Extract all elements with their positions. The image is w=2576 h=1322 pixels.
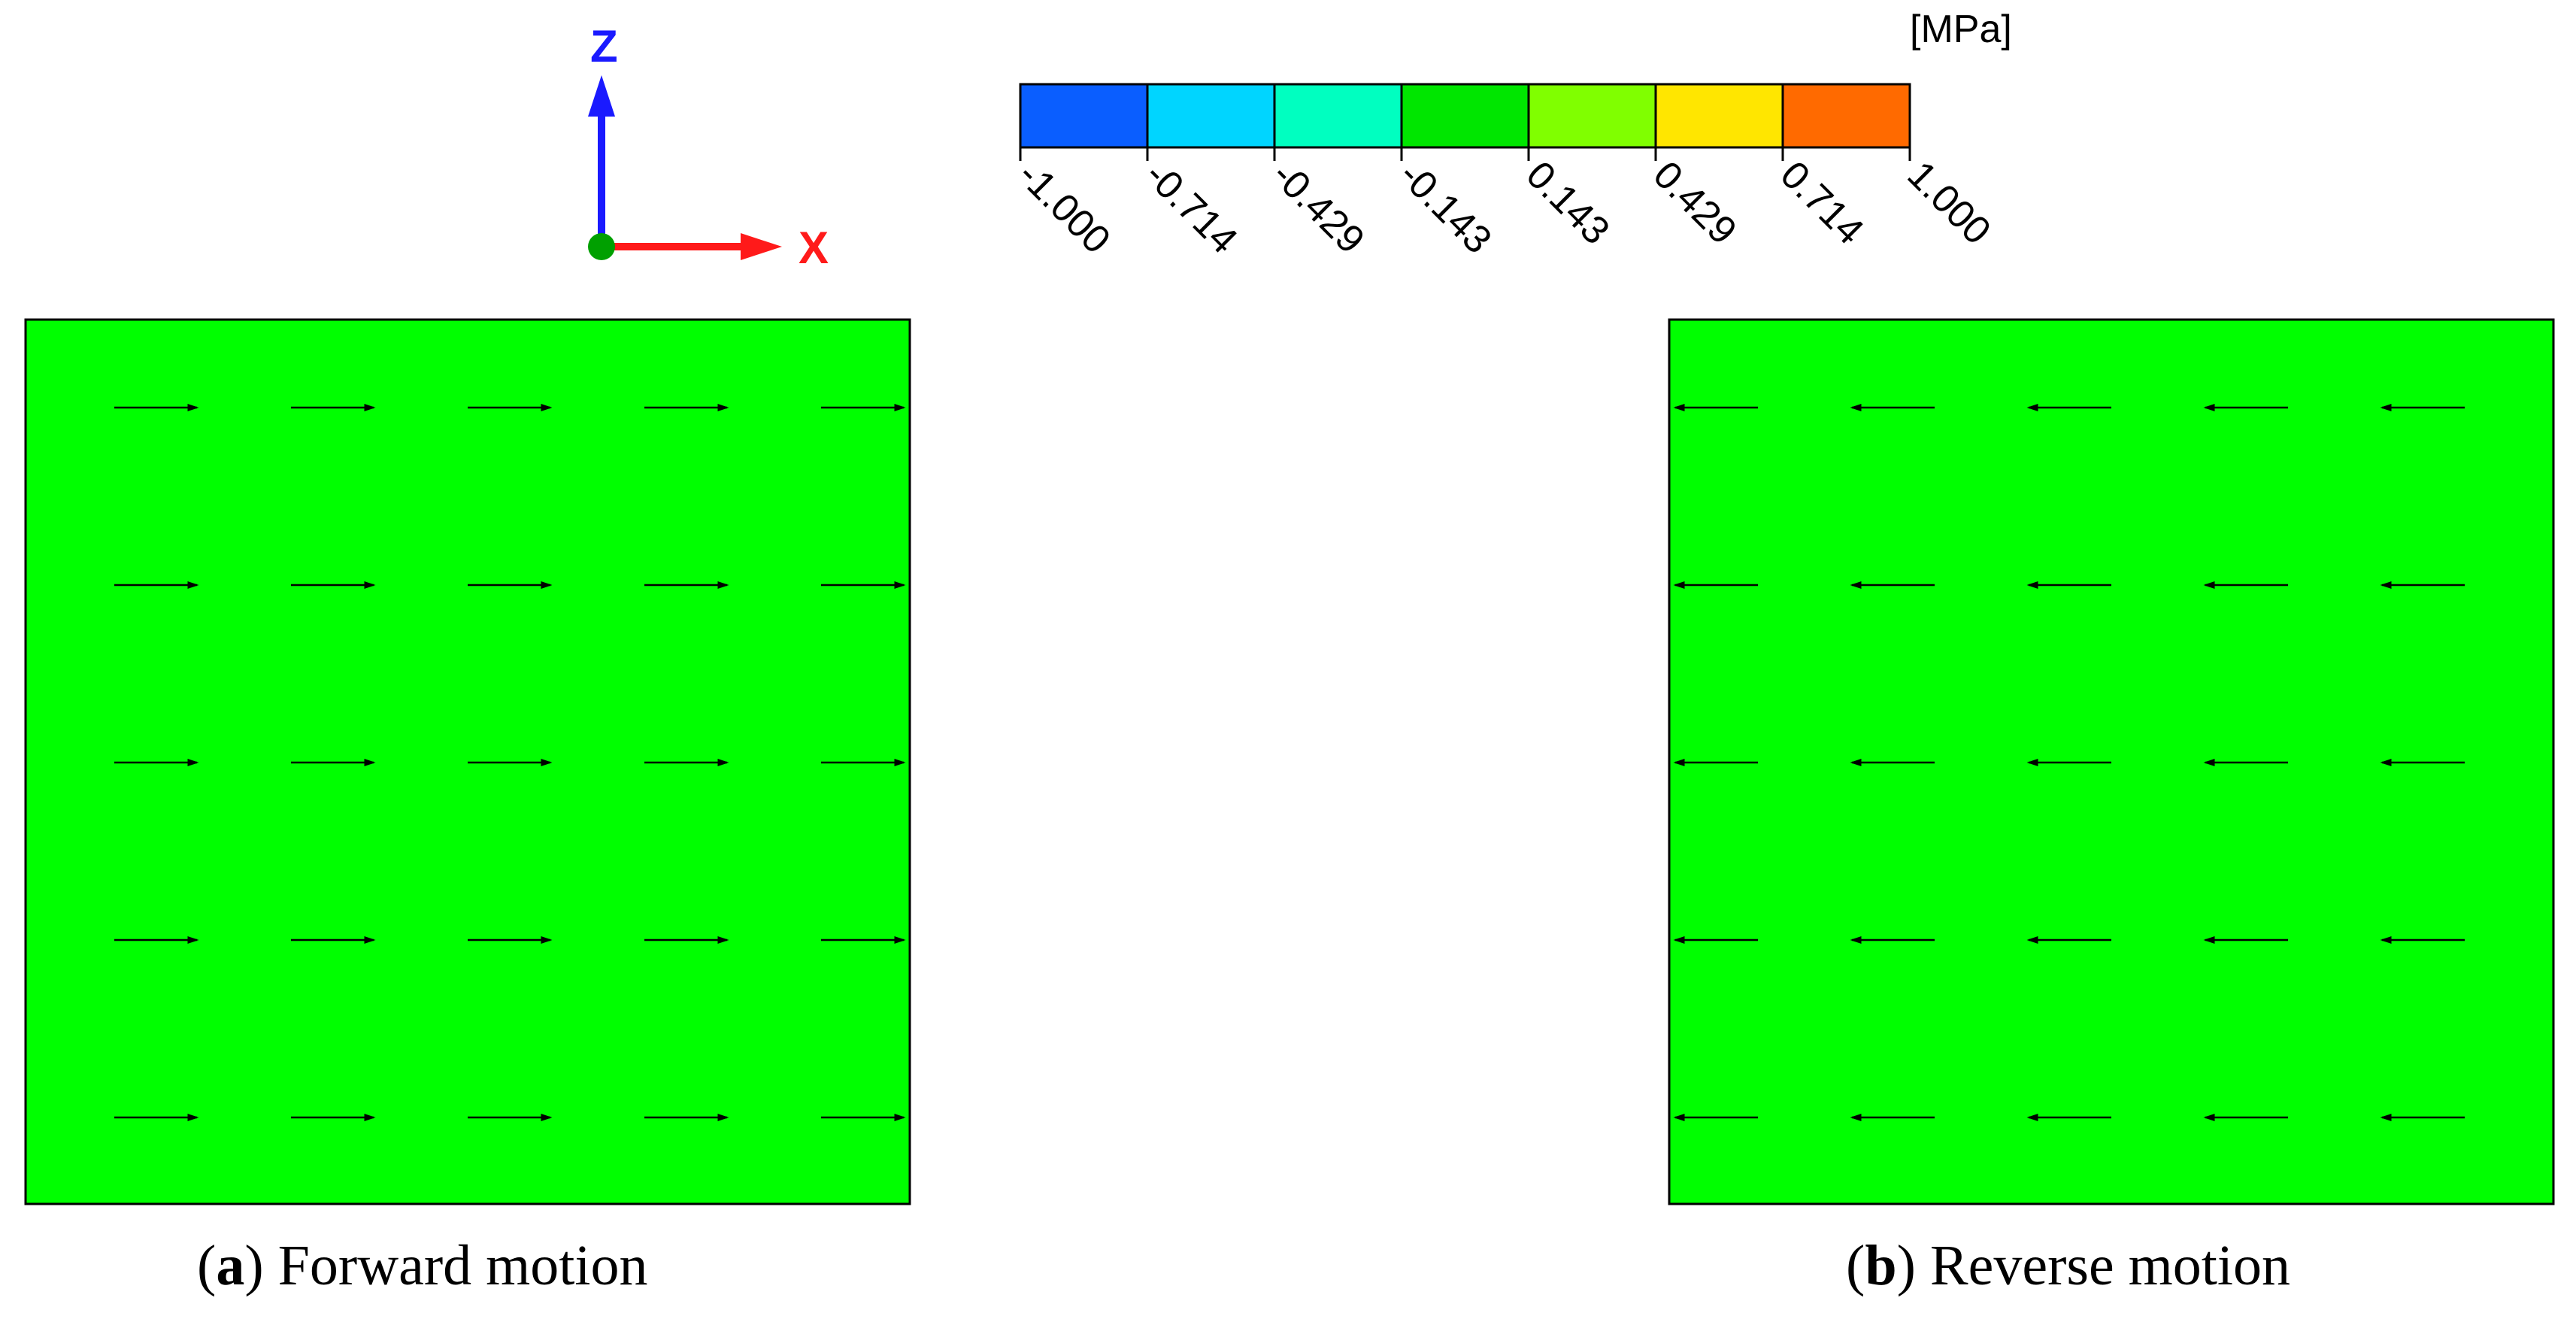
colorbar-tick-label: -0.143 [1391, 153, 1500, 262]
y-axis-dot [588, 233, 615, 260]
z-axis-label: Z [590, 21, 618, 71]
colorbar-segment [1529, 84, 1656, 147]
colorbar-tick-label: 0.143 [1518, 153, 1618, 253]
caption-b: (b) Reverse motion [1846, 1234, 2291, 1297]
colorbar-segments [1020, 84, 1910, 147]
caption-a-letter: a [216, 1234, 245, 1297]
panel-b [1668, 318, 2555, 1205]
caption-b-title: Reverse motion [1929, 1234, 2291, 1297]
colorbar-segment [1020, 84, 1147, 147]
colorbar-segment [1274, 84, 1402, 147]
axis-triad: Z X [588, 21, 829, 273]
caption-a-title: Forward motion [277, 1234, 648, 1297]
caption-b-letter: b [1865, 1234, 1897, 1297]
colorbar-segment [1783, 84, 1910, 147]
colorbar-tick-label: 0.714 [1772, 153, 1872, 253]
x-axis-label: X [799, 223, 829, 273]
colorbar-segment [1656, 84, 1783, 147]
colorbar-tick-label: -0.714 [1137, 153, 1246, 262]
caption-a: (a) Forward motion [197, 1234, 648, 1297]
colorbar-tick-label: -0.429 [1264, 153, 1373, 262]
colorbar-segment [1147, 84, 1274, 147]
colorbar-tick-label: -1.000 [1010, 153, 1119, 262]
colorbar-segment [1402, 84, 1529, 147]
panels [24, 318, 2555, 1205]
panel-a [24, 318, 911, 1205]
x-arrow-head [741, 233, 782, 260]
colorbar-tick-label: 0.429 [1645, 153, 1745, 253]
colorbar-unit: [MPa] [1910, 8, 2012, 51]
colorbar-tick-label: 1.000 [1899, 153, 1999, 253]
z-arrow-head [588, 75, 615, 117]
colorbar: [MPa] -1.000 -0.714 -0.429 -0.143 0.143 0.429… [1010, 8, 2012, 262]
